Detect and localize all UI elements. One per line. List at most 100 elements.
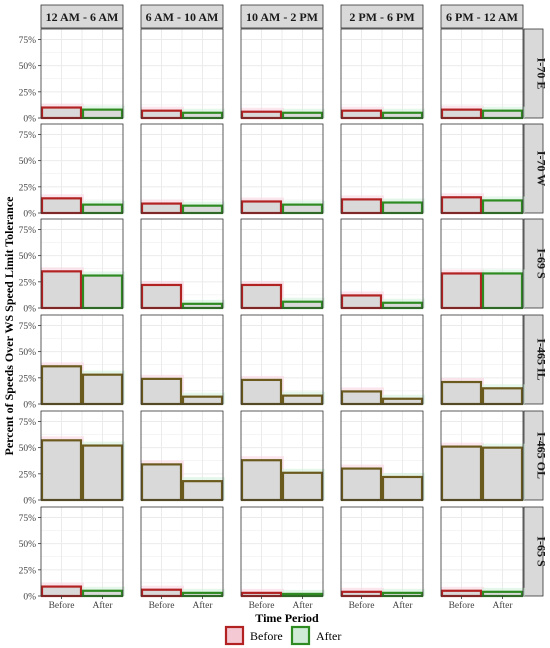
bar-before [140, 109, 183, 120]
bar-after [181, 480, 224, 502]
bar-after [481, 109, 524, 120]
bar-before [440, 445, 483, 502]
x-tick-label: Before [449, 600, 475, 611]
y-tick-label: 25% [19, 470, 37, 480]
panel-i-70-w-2-pm-6-pm [340, 123, 425, 215]
y-tick-label: 25% [19, 183, 37, 193]
panel-i-465-ol-2-pm-6-pm [340, 410, 425, 502]
panel-border [140, 506, 224, 597]
y-tick-label: 50% [19, 157, 37, 167]
panel-i-70-w-6-pm-12-am [440, 123, 525, 215]
bar-before [440, 196, 483, 215]
bar-before [440, 380, 483, 406]
panel-border [140, 28, 224, 119]
y-tick-label: 25% [19, 374, 37, 384]
row-strip-label: I-70 W [535, 151, 549, 186]
y-tick-label: 75% [19, 131, 37, 141]
panel-i-70-e-12-am-6-am [40, 28, 125, 120]
column-strip-6-pm-12-am [440, 4, 524, 29]
bar-after [281, 111, 324, 120]
x-tick-label: After [192, 600, 213, 611]
panel-i-70-e-6-pm-12-am [440, 28, 525, 120]
x-tick-label: Before [149, 600, 175, 611]
panel-border [440, 410, 524, 501]
bar-before [140, 202, 183, 215]
bar-after [481, 446, 524, 502]
column-strip-10-am-2-pm [240, 4, 324, 29]
bar-before [340, 198, 383, 215]
panel-border [240, 28, 324, 119]
bar-after [81, 589, 124, 598]
panel-border [340, 314, 424, 405]
bar-after [381, 111, 424, 120]
panel-border [40, 410, 124, 501]
panel-i-65-s-10-am-2-pm [240, 506, 325, 598]
y-tick-label: 75% [19, 514, 37, 524]
x-tick-label: After [92, 600, 113, 611]
panel-i-465-ol-10-am-2-pm [240, 410, 325, 502]
panel-i-465-ol-6-pm-12-am [440, 410, 525, 502]
bar-after [81, 274, 124, 310]
column-strip-label: 6 AM - 10 AM [146, 10, 219, 24]
bar-before [240, 591, 283, 598]
panel-i-69-s-10-am-2-pm [240, 218, 325, 310]
legend-label: After [316, 629, 341, 643]
x-tick-label: Before [49, 600, 75, 611]
legend-swatch [290, 625, 311, 646]
bar-before [140, 463, 183, 502]
bar-before [40, 106, 83, 120]
panel-border [40, 28, 124, 119]
x-tick-label: Before [349, 600, 375, 611]
panel-i-70-w-12-am-6-am [40, 123, 125, 215]
column-strip-2-pm-6-pm [340, 4, 424, 29]
panel-border [240, 314, 324, 405]
panel-border [340, 410, 424, 501]
x-tick-label: Before [249, 600, 275, 611]
row-strip-label: I-465 OL [535, 432, 549, 479]
bar-before [140, 377, 183, 406]
row-strip-i-65-s [523, 506, 544, 597]
panel-border [340, 28, 424, 119]
bar-before [440, 272, 483, 310]
facet-panels: 12 AM - 6 AM 6 AM - 10 AM 10 AM - 2 PM 2 PM… [19, 4, 549, 611]
y-tick-label: 25% [19, 278, 37, 288]
column-strip-label: 2 PM - 6 PM [349, 10, 414, 24]
y-axis-title: Percent of Speeds Over WS Speed Limit To… [2, 196, 16, 456]
bar-after [381, 475, 424, 502]
bar-before [340, 109, 383, 120]
bar-after [81, 373, 124, 406]
x-axis-title: Time Period [255, 611, 319, 625]
bar-after [381, 301, 424, 310]
panel-border [40, 506, 124, 597]
bar-before [240, 200, 283, 215]
bar-before [340, 590, 383, 598]
panel-border [440, 123, 524, 214]
panel-border [140, 314, 224, 405]
bar-after [281, 300, 324, 310]
row-strip-label: I-65 S [535, 536, 549, 567]
y-tick-label: 0% [23, 210, 36, 220]
column-strip-label: 12 AM - 6 AM [46, 10, 119, 24]
bar-before [340, 390, 383, 406]
panel-border [240, 410, 324, 501]
panel-border [440, 28, 524, 119]
bar-before [140, 283, 183, 310]
bar-before [340, 467, 383, 502]
bar-after [481, 199, 524, 215]
panel-i-70-e-2-pm-6-pm [340, 28, 425, 120]
y-tick-label: 25% [19, 566, 37, 576]
panel-i-465-il-6-am-10-am [140, 314, 225, 406]
bar-before [240, 110, 283, 120]
bar-after [181, 591, 224, 598]
y-tick-label: 50% [19, 348, 37, 358]
bar-after [81, 108, 124, 120]
panel-i-465-il-2-pm-6-pm [340, 314, 425, 406]
row-strip-i-70-w [523, 123, 544, 214]
y-tick-label: 0% [23, 305, 36, 315]
bar-before [440, 589, 483, 598]
row-strip-i-69-s [523, 218, 544, 309]
row-strip-label: I-465 IL [535, 338, 549, 380]
bar-before [340, 294, 383, 310]
bar-after [181, 111, 224, 120]
legend-swatch [224, 625, 245, 646]
